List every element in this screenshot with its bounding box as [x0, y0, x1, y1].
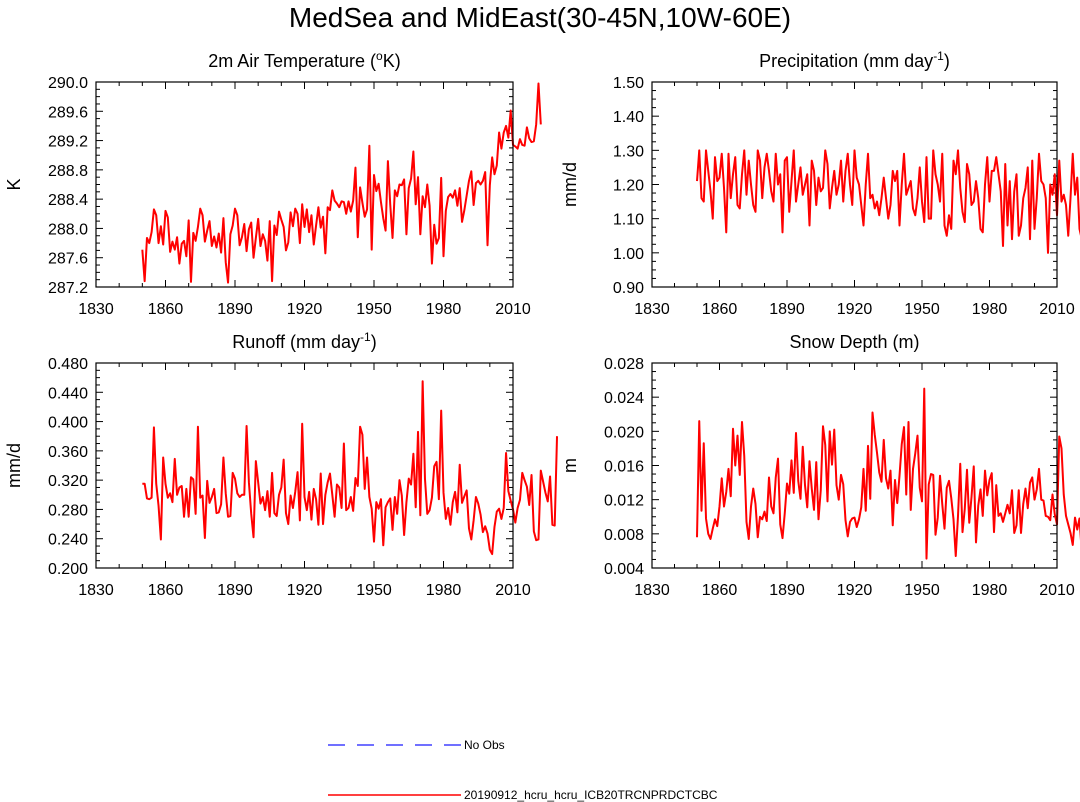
precipitation-title-sup: -1 — [933, 49, 944, 63]
precipitation-ytick-label: 1.10 — [613, 212, 644, 229]
snow-depth-ytick-label: 0.012 — [604, 493, 644, 510]
runoff-xtick-label: 1890 — [217, 582, 253, 599]
snow-depth-ytick-label: 0.028 — [604, 356, 644, 373]
air-temperature-ytick-label: 287.6 — [48, 251, 88, 268]
panel-air-temperature: 2m Air Temperature (oK) K 1830 1860 1890 1920… — [4, 49, 542, 318]
precipitation-title-main: Precipitation (mm day — [759, 51, 933, 71]
snow-depth-ytick-label: 0.020 — [604, 424, 644, 441]
legend: No Obs 20190912_hcru_hcru_ICB20TRCNPRDCT… — [328, 738, 718, 802]
air-temperature-ytick-label: 287.2 — [48, 280, 88, 297]
legend-model-label: 20190912_hcru_hcru_ICB20TRCNPRDCTCBC — [464, 788, 718, 802]
snow-depth-ytick-label: 0.004 — [604, 561, 644, 578]
runoff-xtick-label: 1830 — [78, 582, 114, 599]
air-temperature-ytick-label: 288.4 — [48, 192, 88, 209]
snow-depth-series-line — [696, 387, 1080, 560]
panel-precipitation: Precipitation (mm day-1) mm/d 1830 1860 1890… — [560, 49, 1080, 318]
air-temperature-ytick-label: 289.6 — [48, 104, 88, 121]
runoff-ytick-label: 0.320 — [48, 473, 88, 490]
precipitation-title-tail: ) — [944, 51, 950, 71]
panel-snow-depth: Snow Depth (m) m 1830 1860 1890 1920 1950 1980 2… — [560, 332, 1080, 599]
precipitation-xtick-label: 1920 — [837, 301, 873, 318]
runoff-xtick-label: 1980 — [426, 582, 462, 599]
panel-runoff: Runoff (mm day-1) mm/d 1830 1860 1890 1920 195… — [4, 330, 559, 599]
runoff-ytick-label: 0.480 — [48, 356, 88, 373]
runoff-plot-frame — [95, 362, 514, 569]
snow-depth-title: Snow Depth (m) — [789, 332, 919, 352]
runoff-ytick-label: 0.440 — [48, 385, 88, 402]
air-temperature-xtick-label: 1890 — [217, 301, 253, 318]
runoff-title: Runoff (mm day-1) — [232, 330, 376, 352]
snow-depth-ytick-label: 0.016 — [604, 459, 644, 476]
precipitation-ytick-label: 1.30 — [613, 143, 644, 160]
snow-depth-ytick-label: 0.024 — [604, 390, 644, 407]
air-temperature-series-line — [141, 82, 542, 284]
runoff-ylabel: mm/d — [4, 443, 24, 488]
precipitation-xtick-label: 2010 — [1039, 301, 1075, 318]
runoff-ytick-label: 0.240 — [48, 532, 88, 549]
air-temperature-title-main: 2m Air Temperature ( — [208, 51, 376, 71]
precipitation-xtick-label: 1950 — [904, 301, 940, 318]
air-temperature-ytick-label: 288.8 — [48, 163, 88, 180]
snow-depth-xtick-label: 1890 — [769, 582, 805, 599]
air-temperature-title-sup: o — [376, 49, 383, 63]
snow-depth-plot-frame — [651, 362, 1058, 569]
air-temperature-xtick-label: 1860 — [148, 301, 184, 318]
snow-depth-ylabel: m — [560, 458, 580, 473]
precipitation-ytick-label: 1.20 — [613, 178, 644, 195]
air-temperature-xtick-label: 2010 — [495, 301, 531, 318]
runoff-title-tail: ) — [371, 332, 377, 352]
runoff-ytick-label: 0.200 — [48, 561, 88, 578]
snow-depth-xtick-label: 1920 — [837, 582, 873, 599]
snow-depth-xtick-label: 1950 — [904, 582, 940, 599]
air-temperature-xtick-label: 1920 — [287, 301, 323, 318]
precipitation-xtick-label: 1980 — [972, 301, 1008, 318]
snow-depth-title-main: Snow Depth (m) — [789, 332, 919, 352]
legend-no-obs-label: No Obs — [464, 738, 505, 752]
air-temperature-title: 2m Air Temperature (oK) — [208, 49, 400, 71]
precipitation-ytick-label: 1.00 — [613, 246, 644, 263]
runoff-series-line — [142, 380, 559, 556]
precipitation-xtick-label: 1830 — [634, 301, 670, 318]
figure-title: MedSea and MidEast(30-45N,10W-60E) — [289, 2, 791, 33]
precipitation-ylabel: mm/d — [560, 162, 580, 207]
snow-depth-xtick-label: 1980 — [972, 582, 1008, 599]
precipitation-plot-frame — [651, 81, 1058, 288]
runoff-title-sup: -1 — [360, 330, 371, 344]
runoff-ytick-label: 0.360 — [48, 444, 88, 461]
air-temperature-ytick-label: 290.0 — [48, 75, 88, 92]
precipitation-title: Precipitation (mm day-1) — [759, 49, 950, 71]
snow-depth-xtick-label: 1830 — [634, 582, 670, 599]
air-temperature-xtick-label: 1980 — [426, 301, 462, 318]
air-temperature-ytick-label: 288.0 — [48, 221, 88, 238]
precipitation-ytick-label: 1.40 — [613, 109, 644, 126]
air-temperature-ylabel: K — [4, 178, 24, 190]
precipitation-xtick-label: 1890 — [769, 301, 805, 318]
runoff-xtick-label: 1860 — [148, 582, 184, 599]
runoff-ytick-label: 0.280 — [48, 502, 88, 519]
snow-depth-ytick-label: 0.008 — [604, 527, 644, 544]
precipitation-series-line — [696, 149, 1080, 254]
snow-depth-xtick-label: 1860 — [702, 582, 738, 599]
precipitation-ytick-label: 0.90 — [613, 280, 644, 297]
air-temperature-ytick-label: 289.2 — [48, 134, 88, 151]
runoff-xtick-label: 1950 — [356, 582, 392, 599]
air-temperature-xtick-label: 1830 — [78, 301, 114, 318]
snow-depth-xtick-label: 2010 — [1039, 582, 1075, 599]
precipitation-ytick-label: 1.50 — [613, 75, 644, 92]
runoff-xtick-label: 2010 — [495, 582, 531, 599]
runoff-ytick-label: 0.400 — [48, 415, 88, 432]
runoff-title-main: Runoff (mm day — [232, 332, 360, 352]
precipitation-xtick-label: 1860 — [702, 301, 738, 318]
air-temperature-plot-frame — [95, 81, 514, 288]
air-temperature-xtick-label: 1950 — [356, 301, 392, 318]
air-temperature-title-tail: K) — [383, 51, 401, 71]
runoff-xtick-label: 1920 — [287, 582, 323, 599]
